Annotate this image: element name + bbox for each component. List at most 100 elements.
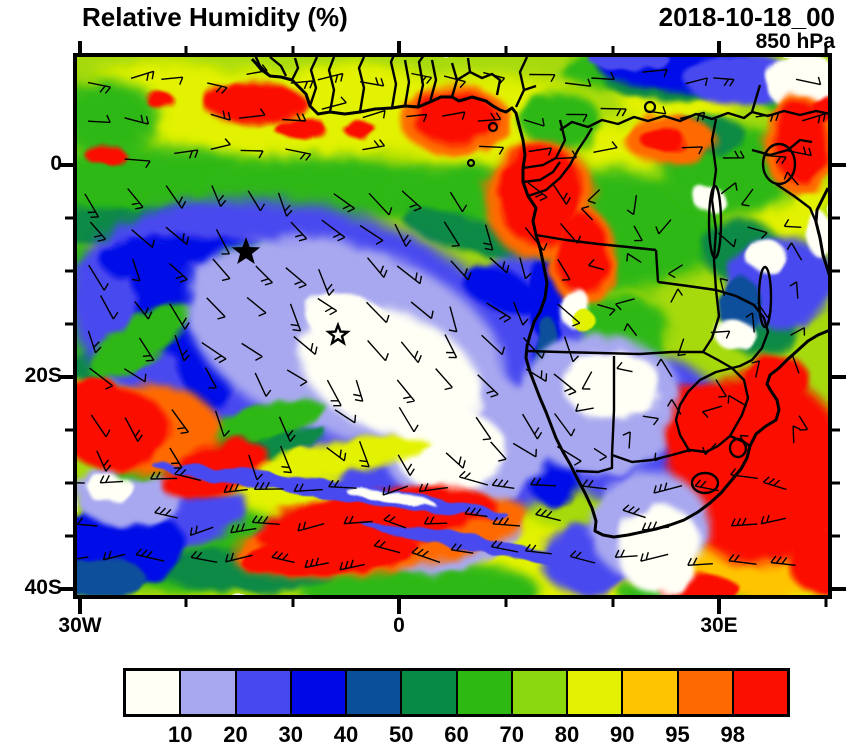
- colorbar-label: 90: [610, 722, 635, 747]
- wind-barb-set: [75, 64, 826, 571]
- star-open-marker: [325, 321, 351, 346]
- field-region: [590, 55, 670, 72]
- valid-datetime: 2018-10-18_00: [658, 2, 835, 32]
- field-region: [344, 122, 376, 138]
- axis-ticks: [59, 41, 846, 614]
- field-region: [557, 215, 609, 295]
- field-region: [100, 238, 190, 282]
- country-border: [710, 118, 718, 291]
- lake-outline: [761, 142, 797, 186]
- country-border: [308, 56, 319, 107]
- colorbar-label: 30: [278, 722, 303, 747]
- humidity-map: [59, 41, 846, 614]
- country-border: [575, 455, 614, 474]
- field-region: [641, 128, 685, 152]
- country-border: [775, 183, 818, 223]
- wind-barbs: [75, 64, 826, 571]
- country-border: [290, 57, 300, 81]
- colorbar-swatch: [733, 671, 787, 714]
- field-region: [361, 523, 599, 567]
- field-region: [274, 118, 326, 138]
- field-region: [813, 98, 830, 122]
- country-border: [514, 56, 537, 108]
- colorbar-label: 98: [720, 722, 745, 747]
- field-region: [573, 312, 597, 332]
- country-border: [702, 350, 733, 370]
- humidity-field: [75, 55, 830, 597]
- country-border: [389, 55, 398, 109]
- colorbar-swatch: [512, 671, 566, 714]
- field-region: [790, 525, 830, 595]
- field-region: [564, 350, 660, 420]
- colorbar-label: 50: [389, 722, 414, 747]
- country-border: [526, 289, 721, 356]
- field-region: [345, 489, 435, 505]
- field-region: [402, 209, 538, 261]
- station-markers: [231, 237, 351, 346]
- y-axis-label: 0: [50, 152, 62, 175]
- field-region: [461, 266, 539, 314]
- field-region: [75, 377, 120, 413]
- colorbar-swatch: [568, 671, 622, 714]
- country-border: [269, 56, 288, 77]
- y-axis-label: 20S: [24, 364, 62, 387]
- field-region: [618, 505, 702, 595]
- colorbar-swatch: [126, 671, 180, 714]
- colorbar-swatch: [291, 671, 345, 714]
- country-border: [428, 59, 438, 103]
- x-axis-label: 30E: [700, 614, 738, 637]
- country-border: [751, 138, 813, 157]
- field-region: [715, 320, 755, 350]
- country-border: [610, 356, 719, 464]
- country-border: [357, 56, 366, 113]
- page-title: Relative Humidity (%): [82, 2, 348, 32]
- lake-outline: [690, 471, 720, 495]
- field-region: [774, 102, 826, 182]
- colorbar-label: 60: [444, 722, 469, 747]
- field-region: [85, 145, 125, 165]
- colorbar-swatch: [623, 671, 677, 714]
- field-region: [210, 282, 300, 338]
- country-border: [674, 366, 750, 453]
- country-border: [715, 288, 770, 370]
- country-border: [403, 59, 411, 107]
- colorbar-swatch: [236, 671, 290, 714]
- star-filled-marker: [231, 237, 261, 265]
- field-region: [718, 277, 762, 333]
- coastline-borders: [250, 55, 830, 539]
- country-border: [522, 119, 567, 184]
- country-border: [327, 56, 336, 113]
- colorbar-swatch: [347, 671, 401, 714]
- country-border: [527, 127, 594, 198]
- lake-outline: [707, 184, 723, 260]
- plot-frame: [73, 53, 832, 599]
- frame-rect: [73, 53, 832, 599]
- colorbar-label: 10: [168, 722, 193, 747]
- colorbar-label: 95: [665, 722, 690, 747]
- colorbar-label: 20: [223, 722, 248, 747]
- coastline: [250, 57, 830, 539]
- colorbar-label: 70: [499, 722, 524, 747]
- coastline: [814, 187, 830, 278]
- x-axis-label: 0: [393, 614, 405, 637]
- colorbar-label: 80: [554, 722, 580, 747]
- country-border: [535, 233, 717, 292]
- field-region: [395, 408, 505, 492]
- field-region: [146, 92, 174, 108]
- y-axis-label: 40S: [24, 576, 62, 599]
- colorbar-swatch: [678, 671, 732, 714]
- humidity-colorbar: [123, 668, 790, 717]
- field-region: [280, 65, 440, 125]
- field-region: [745, 239, 785, 271]
- country-border: [416, 55, 425, 108]
- x-axis-label: 30W: [58, 614, 102, 637]
- lake-outline: [757, 265, 773, 329]
- field-region: [413, 92, 497, 144]
- colorbar-label: 40: [333, 722, 359, 747]
- field-region: [75, 80, 160, 160]
- island-outline: [466, 158, 476, 168]
- island-outline: [487, 121, 499, 133]
- colorbar-swatch: [181, 671, 235, 714]
- field-region: [75, 558, 145, 597]
